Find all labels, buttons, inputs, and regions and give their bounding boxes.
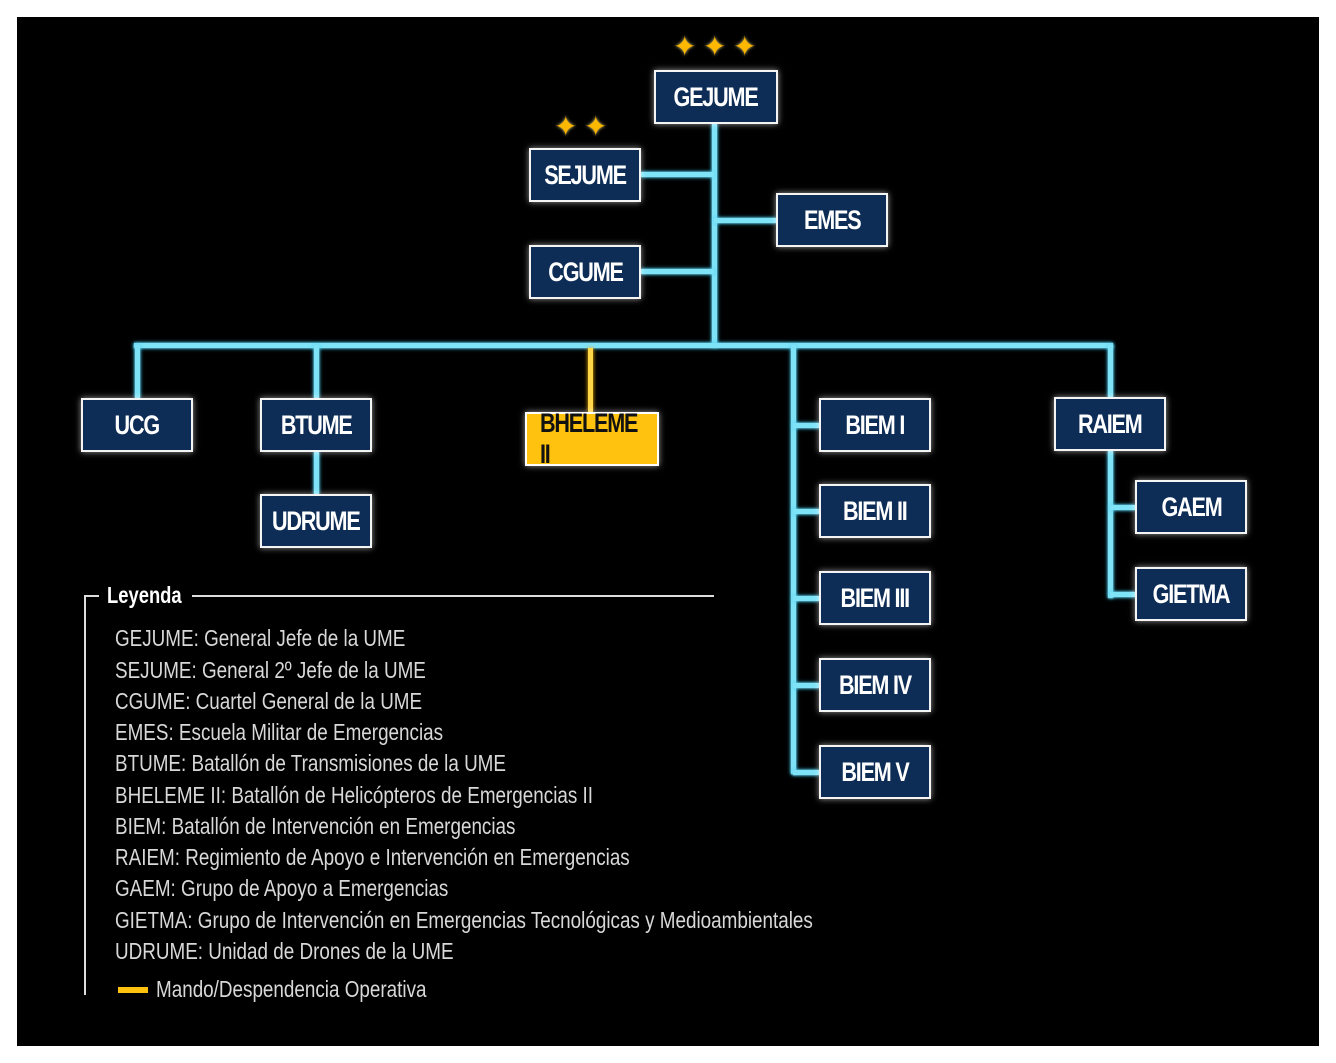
node-label: BHELEME II (540, 408, 638, 469)
legend-item: BIEM: Batallón de Intervención en Emerge… (115, 813, 516, 839)
node-label: EMES (803, 204, 862, 235)
star-icon: ✦ (554, 111, 578, 142)
connector (1110, 592, 1135, 597)
node-biem-iii: BIEM III (819, 571, 931, 625)
node-sejume: SEJUME (529, 148, 641, 202)
connector (793, 683, 819, 688)
star-icon: ✦ (733, 31, 757, 62)
star-icon: ✦ (584, 111, 608, 142)
node-bheleme-ii: BHELEME II (525, 408, 659, 469)
node-label: SEJUME (544, 159, 627, 190)
connector (135, 345, 140, 398)
legend-title: Leyenda (107, 582, 182, 608)
legend-item: GEJUME: General Jefe de la UME (115, 625, 406, 651)
node-btume: BTUME (260, 398, 372, 452)
connector (712, 124, 717, 347)
legend-item: CGUME: Cuartel General de la UME (115, 688, 423, 714)
operational-connector (588, 348, 593, 412)
legend-item: GAEM: Grupo de Apoyo a Emergencias (115, 875, 449, 901)
legend-item: EMES: Escuela Militar de Emergencias (115, 719, 444, 745)
connector (793, 423, 819, 428)
legend-item: GIETMA: Grupo de Intervención en Emergen… (115, 907, 813, 933)
node-label: UCG (114, 409, 161, 440)
node-raiem: RAIEM (1054, 397, 1166, 451)
node-gietma: GIETMA (1135, 567, 1247, 621)
node-label: BIEM III (840, 582, 911, 613)
legend-item: UDRUME: Unidad de Drones de la UME (115, 938, 454, 964)
legend-operational-swatch (118, 987, 148, 993)
node-gaem: GAEM (1135, 480, 1247, 534)
node-biem-i: BIEM I (819, 398, 931, 452)
node-label: GEJUME (673, 81, 759, 112)
connector (714, 218, 776, 223)
node-udrume: UDRUME (260, 494, 372, 548)
legend-rule (192, 595, 714, 597)
connector (793, 509, 819, 514)
node-ucg: UCG (81, 398, 193, 452)
node-biem-iv: BIEM IV (819, 658, 931, 712)
node-biem-ii: BIEM II (819, 484, 931, 538)
star-icon: ✦ (673, 31, 697, 62)
node-gejume: GEJUME (654, 70, 778, 124)
connector (1108, 345, 1113, 397)
legend-bracket (84, 595, 86, 995)
connector (1108, 451, 1113, 598)
node-label: BIEM IV (838, 669, 912, 700)
org-chart-canvas (17, 17, 1319, 1046)
node-label: BTUME (280, 409, 353, 440)
connector (314, 452, 319, 494)
node-label: UDRUME (272, 505, 361, 536)
connector (793, 596, 819, 601)
legend-bracket-tick (84, 595, 99, 597)
node-label: BIEM V (841, 756, 909, 787)
connector (1110, 505, 1135, 510)
node-label: GIETMA (1152, 578, 1231, 609)
node-label: BIEM II (843, 495, 908, 526)
legend-item: SEJUME: General 2º Jefe de la UME (115, 657, 426, 683)
connector (134, 343, 1113, 348)
connector (641, 172, 714, 177)
node-label: GAEM (1161, 491, 1222, 522)
node-cgume: CGUME (529, 245, 641, 299)
node-label: RAIEM (1078, 408, 1143, 439)
connector (641, 269, 714, 274)
legend-item: BHELEME II: Batallón de Helicópteros de … (115, 782, 594, 808)
legend-item: BTUME: Batallón de Transmisiones de la U… (115, 750, 506, 776)
node-label: CGUME (547, 256, 624, 287)
connector (791, 345, 796, 774)
node-emes: EMES (776, 193, 888, 247)
connector (793, 770, 819, 775)
star-icon: ✦ (703, 31, 727, 62)
connector (314, 345, 319, 398)
node-label: BIEM I (845, 409, 906, 440)
legend-item: RAIEM: Regimiento de Apoyo e Intervenció… (115, 844, 630, 870)
node-biem-v: BIEM V (819, 745, 931, 799)
legend-operational-label: Mando/Despendencia Operativa (156, 976, 427, 1002)
